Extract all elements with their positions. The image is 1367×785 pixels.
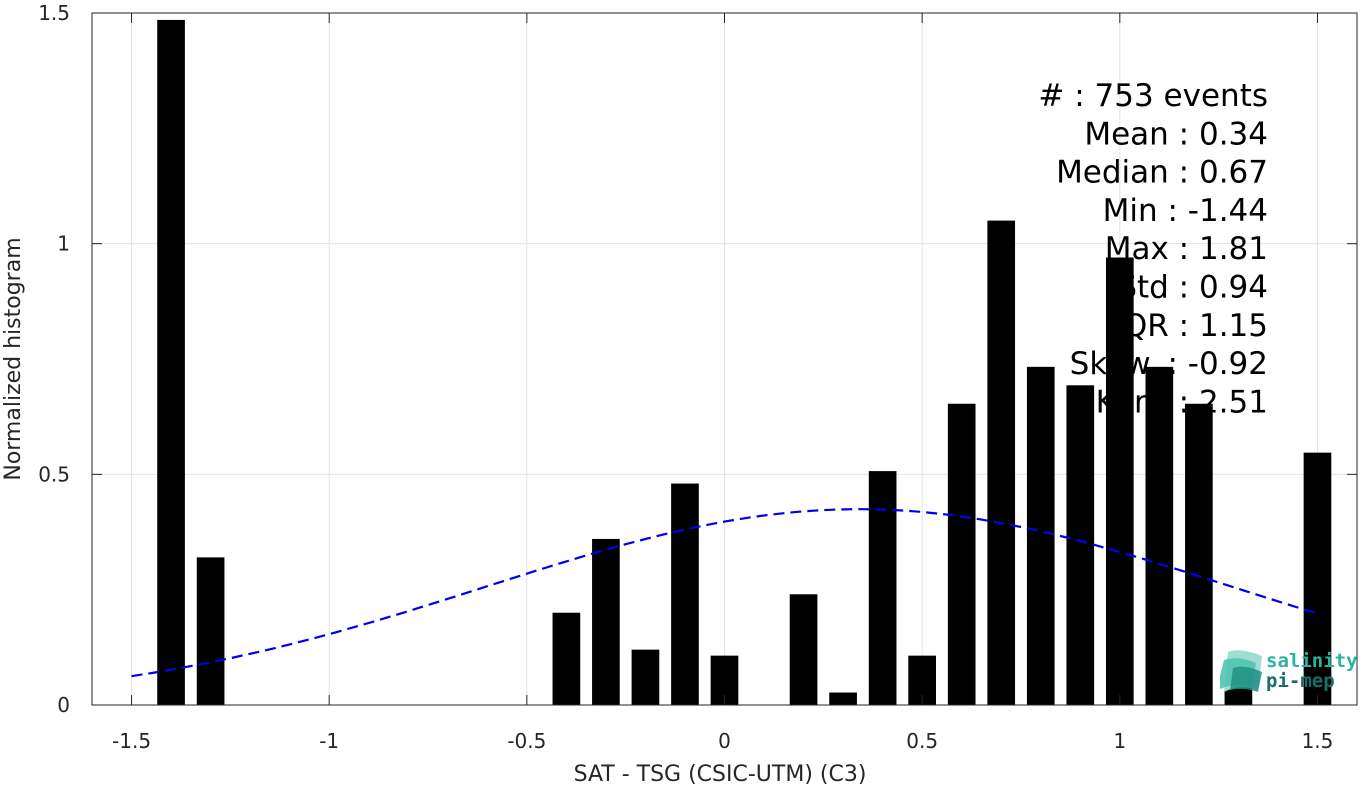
stat-line: Std : 0.94 <box>1117 270 1268 306</box>
y-tick-label: 0.5 <box>38 462 70 486</box>
x-tick-label: -0.5 <box>507 729 546 753</box>
histogram-bar <box>671 483 699 705</box>
logo-text-salinity: salinity <box>1266 650 1358 672</box>
histogram-bar <box>592 538 620 705</box>
histogram-bar <box>1224 686 1253 705</box>
histogram-bar <box>789 594 818 705</box>
histogram-bar <box>1026 366 1055 705</box>
stat-line: Skew. : -0.92 <box>1070 346 1268 382</box>
stat-line: Max : 1.81 <box>1105 231 1268 267</box>
histogram-bar <box>1145 366 1174 705</box>
axes-frame <box>91 12 1358 706</box>
histogram-bar <box>631 649 660 705</box>
stat-line: # : 753 events <box>1038 78 1268 114</box>
y-tick-label: 1.5 <box>38 1 70 25</box>
stat-line: Min : -1.44 <box>1103 193 1268 229</box>
stat-line: Median : 0.67 <box>1056 155 1268 191</box>
histogram-bar <box>987 220 1016 705</box>
y-tick-label: 0 <box>57 693 70 717</box>
stat-line: IQR : 1.15 <box>1114 308 1268 344</box>
histogram-bar <box>1303 452 1332 705</box>
salinity-pi-mep-logo: salinity pi-mep <box>1220 650 1358 692</box>
stat-line: Kurt. : 2.51 <box>1096 384 1268 420</box>
logo-text-pi-mep: pi-mep <box>1266 670 1335 692</box>
histogram-bar <box>868 471 897 705</box>
y-tick-label: 1 <box>57 232 70 256</box>
y-axis-label: Normalized histogram <box>1 237 26 480</box>
histogram-bar <box>947 403 976 705</box>
histogram-bar <box>552 612 581 705</box>
histogram-bar <box>1105 257 1134 705</box>
histogram-bar <box>1066 385 1095 705</box>
histogram-bar <box>157 19 185 706</box>
x-tick-label: -1 <box>319 729 339 753</box>
x-tick-label: 0 <box>718 729 731 753</box>
y-tick-labels: 0 0.5 1 1.5 <box>38 1 70 717</box>
logo-wave-icon <box>1220 650 1262 692</box>
normal-fit-curve <box>131 508 1318 678</box>
x-tick-labels: -1.5 -1 -0.5 0 0.5 1 1.5 <box>112 729 1333 753</box>
x-tick-label: 1 <box>1113 729 1126 753</box>
histogram-bar <box>1185 403 1213 705</box>
stat-line: Mean : 0.34 <box>1084 116 1268 152</box>
x-axis-label: SAT - TSG (CSIC-UTM) (C3) <box>574 762 867 785</box>
histogram-bar <box>829 692 857 705</box>
x-tick-label: 0.5 <box>906 729 938 753</box>
x-tick-label: -1.5 <box>112 729 151 753</box>
histogram-bar <box>196 557 225 705</box>
x-tick-label: 1.5 <box>1302 729 1334 753</box>
